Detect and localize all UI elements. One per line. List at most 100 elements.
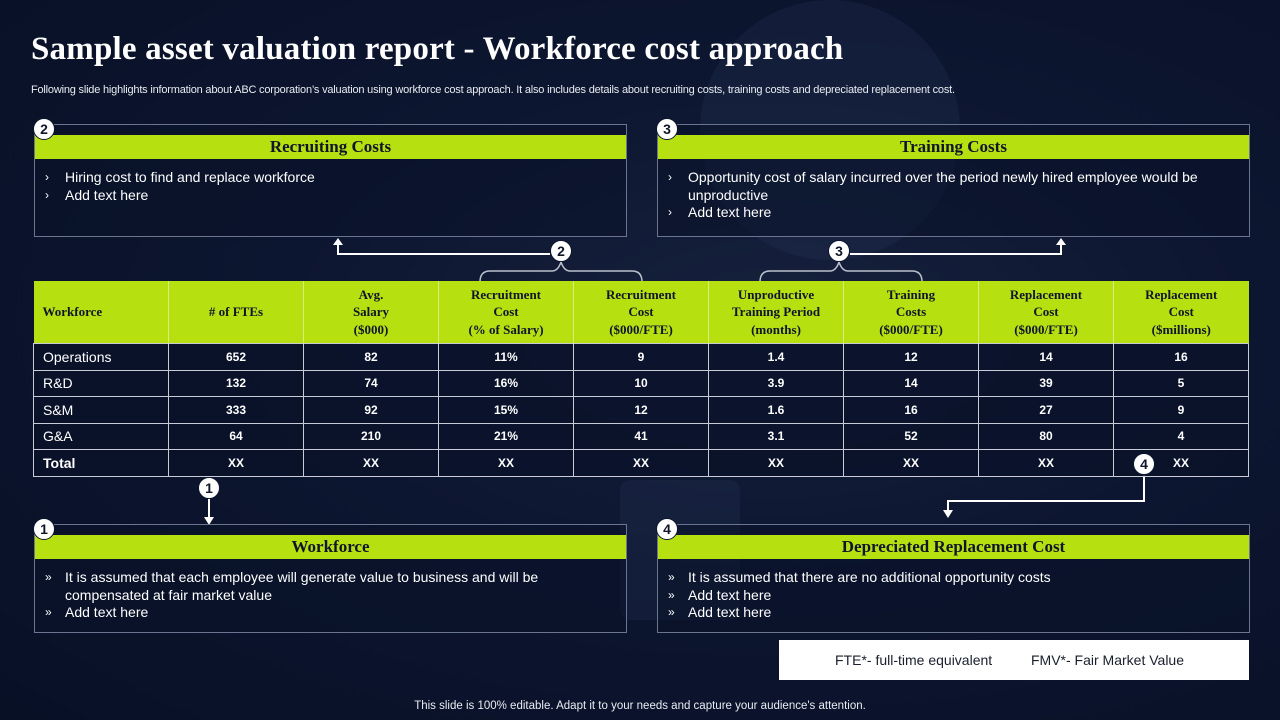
table-cell: 12 <box>573 396 709 424</box>
table-cell: 16% <box>438 369 574 397</box>
table-cell: 80 <box>978 422 1114 450</box>
table-cell: 210 <box>303 422 439 450</box>
table-cell: 64 <box>168 422 304 450</box>
connector-badge-1: 1 <box>198 477 220 499</box>
table-cell: S&M <box>33 396 169 424</box>
table-cell: 92 <box>303 396 439 424</box>
training-costs-card: Training Costs › Opportunity cost of sala… <box>657 124 1250 237</box>
recruiting-costs-card: Recruiting Costs › Hiring cost to find an… <box>34 124 627 237</box>
list-item: » Add text here <box>668 604 772 620</box>
workforce-card: Workforce » It is assumed that each emplo… <box>34 524 627 633</box>
step-badge-3: 3 <box>656 118 678 140</box>
column-header-replacement-fte: Replacement Cost ($000/FTE) <box>978 281 1114 344</box>
double-chevron-right-icon: » <box>45 605 52 619</box>
table-cell: 82 <box>303 343 439 371</box>
table-header-row: Workforce # of FTEs Avg. Salary ($000) R… <box>33 281 1249 344</box>
connector-badge-4: 4 <box>1133 453 1155 475</box>
card-header: Workforce <box>35 535 626 559</box>
table-cell: 15% <box>438 396 574 424</box>
double-chevron-right-icon: » <box>668 570 675 584</box>
table-cell: XX <box>843 449 979 477</box>
list-item: » Add text here <box>45 604 149 620</box>
table-cell: 9 <box>573 343 709 371</box>
table-cell: 333 <box>168 396 304 424</box>
table-cell: 652 <box>168 343 304 371</box>
list-item: › Opportunity cost of salary incurred ove… <box>668 169 1198 203</box>
column-header-workforce: Workforce <box>33 281 169 344</box>
table-cell: 74 <box>303 369 439 397</box>
step-badge-4: 4 <box>656 518 678 540</box>
table-cell: Total <box>33 449 169 477</box>
list-item: › Hiring cost to find and replace workfor… <box>45 169 315 185</box>
chevron-right-icon: › <box>668 205 672 219</box>
table-cell: 9 <box>1113 396 1249 424</box>
table-cell: 21% <box>438 422 574 450</box>
table-cell: 5 <box>1113 369 1249 397</box>
workforce-cost-table: Workforce # of FTEs Avg. Salary ($000) R… <box>33 281 1249 477</box>
column-header-training-period: Unproductive Training Period (months) <box>708 281 844 344</box>
table-cell: XX <box>978 449 1114 477</box>
table-cell: XX <box>438 449 574 477</box>
table-cell: XX <box>168 449 304 477</box>
column-header-ftes: # of FTEs <box>168 281 304 344</box>
table-cell: XX <box>708 449 844 477</box>
table-cell: G&A <box>33 422 169 450</box>
abbreviation-legend: FTE*- full-time equivalent FMV*- Fair Ma… <box>779 640 1249 680</box>
table-cell: 132 <box>168 369 304 397</box>
table-cell: 14 <box>978 343 1114 371</box>
bullet-list: › Opportunity cost of salary incurred ove… <box>668 169 1209 222</box>
legend-fmv: FMV*- Fair Market Value <box>1031 652 1184 668</box>
page-title: Sample asset valuation report - Workforc… <box>31 31 844 67</box>
list-item: » It is assumed that each employee will g… <box>45 569 539 603</box>
column-header-recruitment-cost: Recruitment Cost ($000/FTE) <box>573 281 709 344</box>
list-item: › Add text here <box>45 186 149 203</box>
table-cell: 11% <box>438 343 574 371</box>
page-subtitle: Following slide highlights information a… <box>31 84 955 96</box>
table-cell: 1.4 <box>708 343 844 371</box>
table-row: Operations 652 82 11% 9 1.4 12 14 16 <box>33 343 1249 371</box>
table-cell: 10 <box>573 369 709 397</box>
table-cell: R&D <box>33 369 169 397</box>
table-cell: 3.9 <box>708 369 844 397</box>
column-header-replacement-millions: Replacement Cost ($millions) <box>1113 281 1249 344</box>
table-cell: 27 <box>978 396 1114 424</box>
table-row: S&M 333 92 15% 12 1.6 16 27 9 <box>33 396 1249 424</box>
column-header-training-costs: Training Costs ($000/FTE) <box>843 281 979 344</box>
table-cell: 16 <box>1113 343 1249 371</box>
table-cell: 4 <box>1113 422 1249 450</box>
card-header: Recruiting Costs <box>35 135 626 159</box>
table-cell: XX <box>573 449 709 477</box>
card-header: Training Costs <box>658 135 1249 159</box>
table-cell: 12 <box>843 343 979 371</box>
card-header: Depreciated Replacement Cost <box>658 535 1249 559</box>
table-cell: 1.6 <box>708 396 844 424</box>
column-header-avg-salary: Avg. Salary ($000) <box>303 281 439 344</box>
chevron-right-icon: › <box>668 170 672 184</box>
connector-badge-2: 2 <box>550 240 572 262</box>
bullet-list: » It is assumed that there are no additio… <box>668 569 1209 622</box>
table-cell: 14 <box>843 369 979 397</box>
double-chevron-right-icon: » <box>668 605 675 619</box>
table-row: G&A 64 210 21% 41 3.1 52 80 4 <box>33 422 1249 450</box>
list-item: › Add text here <box>668 204 772 220</box>
table-cell: 16 <box>843 396 979 424</box>
legend-fte: FTE*- full-time equivalent <box>835 652 993 668</box>
column-header-recruitment-pct: Recruitment Cost (% of Salary) <box>438 281 574 344</box>
step-badge-1: 1 <box>33 518 55 540</box>
chevron-right-icon: › <box>45 170 49 184</box>
step-badge-2: 2 <box>33 118 55 140</box>
table-cell: 3.1 <box>708 422 844 450</box>
connector-badge-3: 3 <box>828 240 850 262</box>
double-chevron-right-icon: » <box>45 570 52 584</box>
footer-note: This slide is 100% editable. Adapt it to… <box>414 700 866 712</box>
table-cell: 52 <box>843 422 979 450</box>
chevron-right-icon: › <box>45 187 49 202</box>
list-item: » It is assumed that there are no additio… <box>668 569 1051 585</box>
table-cell: 41 <box>573 422 709 450</box>
table-cell: 39 <box>978 369 1114 397</box>
double-chevron-right-icon: » <box>668 587 675 602</box>
bullet-list: › Hiring cost to find and replace workfor… <box>45 169 586 204</box>
list-item: » Add text here <box>668 586 772 603</box>
table-row: R&D 132 74 16% 10 3.9 14 39 5 <box>33 369 1249 397</box>
table-cell: XX <box>303 449 439 477</box>
